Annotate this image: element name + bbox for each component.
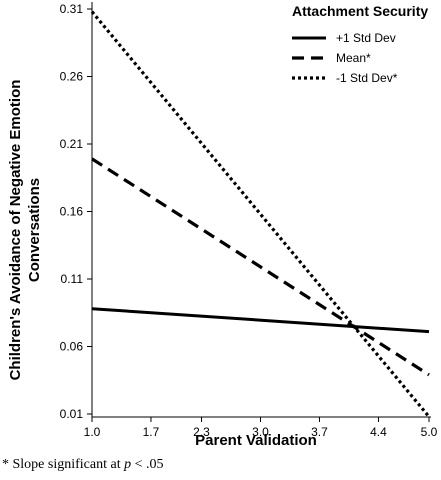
y-tick-label: 0.06: [60, 340, 84, 354]
y-tick-label: 0.11: [61, 272, 84, 286]
x-tick-label: 1.0: [84, 425, 101, 439]
series-lines: [90, 10, 431, 418]
legend-label: Mean*: [336, 51, 371, 65]
legend-label: -1 Std Dev*: [336, 71, 398, 85]
x-tick-label: 4.4: [370, 425, 387, 439]
y-tick-label: 0.16: [60, 205, 84, 219]
series-line-solid: [91, 307, 430, 334]
legend-title: Attachment Security: [292, 3, 428, 19]
x-tick-label: 3.0: [252, 425, 269, 439]
x-tick-label: 2.3: [193, 425, 210, 439]
y-tick-label: 0.26: [60, 70, 84, 84]
y-axis-title: Children's Avoidance of Negative Emotion…: [7, 80, 43, 381]
y-tick-label: 0.31: [60, 2, 84, 16]
legend-label: +1 Std Dev: [336, 31, 396, 45]
axes: [91, 2, 431, 418]
footnote-suffix: < .05: [131, 457, 164, 472]
x-axis-title: Parent Validation: [195, 432, 317, 449]
y-tick-label: 0.01: [60, 407, 84, 421]
legend: Attachment Security +1 Std Dev Mean* -1 St…: [292, 3, 428, 85]
y-ticks: 0.01 0.06 0.11 0.16 0.21 0.26 0.31: [60, 2, 92, 421]
series-line-dotted: [90, 10, 431, 418]
y-axis-title-line-2: Conversations: [26, 178, 43, 282]
y-axis-title-line-1: Children's Avoidance of Negative Emotion: [7, 80, 24, 381]
x-ticks: 1.0 1.7 2.3 3.0 3.7 4.4 5.0: [84, 417, 438, 439]
footnote-var: p: [124, 457, 132, 472]
footnote: * Slope significant at p < .05: [2, 457, 164, 473]
footnote-prefix: * Slope significant at: [2, 457, 125, 472]
x-tick-label: 3.7: [311, 425, 328, 439]
series-line-dashed: [91, 157, 430, 377]
y-tick-label: 0.21: [60, 137, 84, 151]
x-tick-label: 1.7: [143, 425, 160, 439]
x-tick-label: 5.0: [421, 425, 438, 439]
